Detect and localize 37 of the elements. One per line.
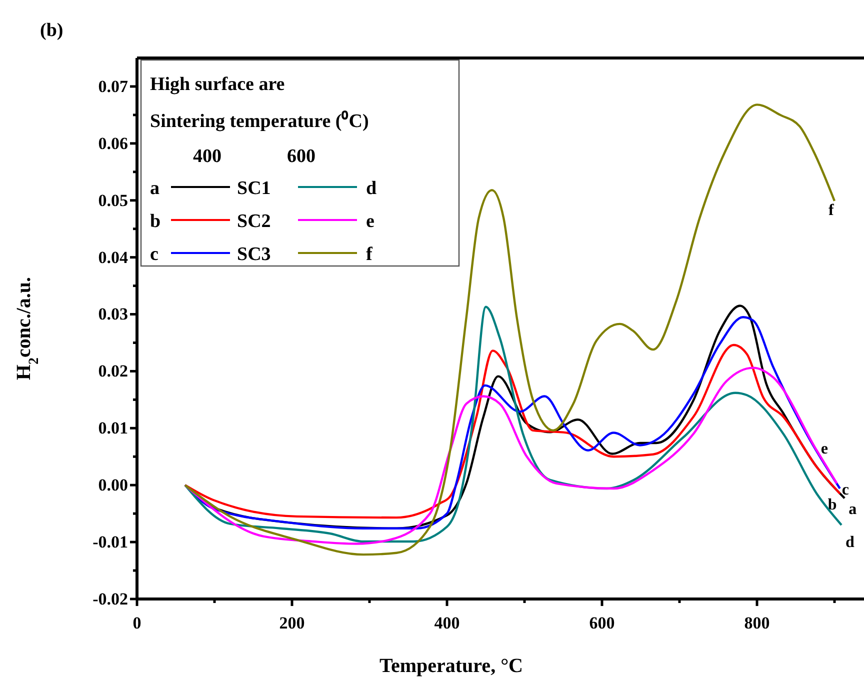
y-tick-label: 0.05 (98, 190, 128, 210)
x-tick-label: 200 (279, 613, 305, 632)
y-tick-label: 0.02 (98, 362, 128, 381)
annotation: 600 (287, 146, 316, 167)
legend-label: e (366, 211, 374, 232)
text: b (150, 211, 161, 232)
line-series (184, 344, 842, 519)
x-tick-label: 0 (132, 613, 142, 632)
series-label: a (848, 501, 857, 518)
y-tick-label: 0.01 (98, 418, 128, 438)
y-tick-label: 0.03 (98, 304, 128, 324)
x-axis-title: Temperature, °C (379, 655, 524, 677)
annotation: 400 (193, 146, 222, 167)
series-label: c (842, 482, 850, 499)
text: e (820, 440, 828, 458)
text: f (828, 202, 834, 219)
annotation: Sintering temperature (⁰C) (150, 110, 369, 132)
x-tick-label: 400 (434, 613, 460, 632)
y-tick-label: -0.02 (92, 589, 128, 608)
x-tick-label: 600 (589, 613, 615, 632)
y-tick-label: 0.00 (98, 476, 128, 495)
legend-title: High surface are (150, 74, 285, 95)
annotation: SC2 (237, 211, 271, 232)
y-tick-label: 0.06 (98, 134, 128, 153)
y-tick-label: 0.07 (98, 76, 128, 96)
series-label: b (828, 496, 837, 514)
text: c (150, 244, 158, 265)
y-tick-label: -0.01 (92, 532, 128, 552)
legend-label: d (366, 178, 377, 199)
annotation: SC1 (237, 178, 271, 199)
annotation: SC3 (237, 244, 271, 265)
x-tick-label: 800 (744, 613, 770, 632)
legend-label: f (366, 244, 373, 265)
y-tick-label: 0.04 (98, 248, 128, 267)
text: d (845, 534, 854, 551)
text: a (150, 178, 160, 199)
chart-title: (b) (40, 20, 64, 41)
